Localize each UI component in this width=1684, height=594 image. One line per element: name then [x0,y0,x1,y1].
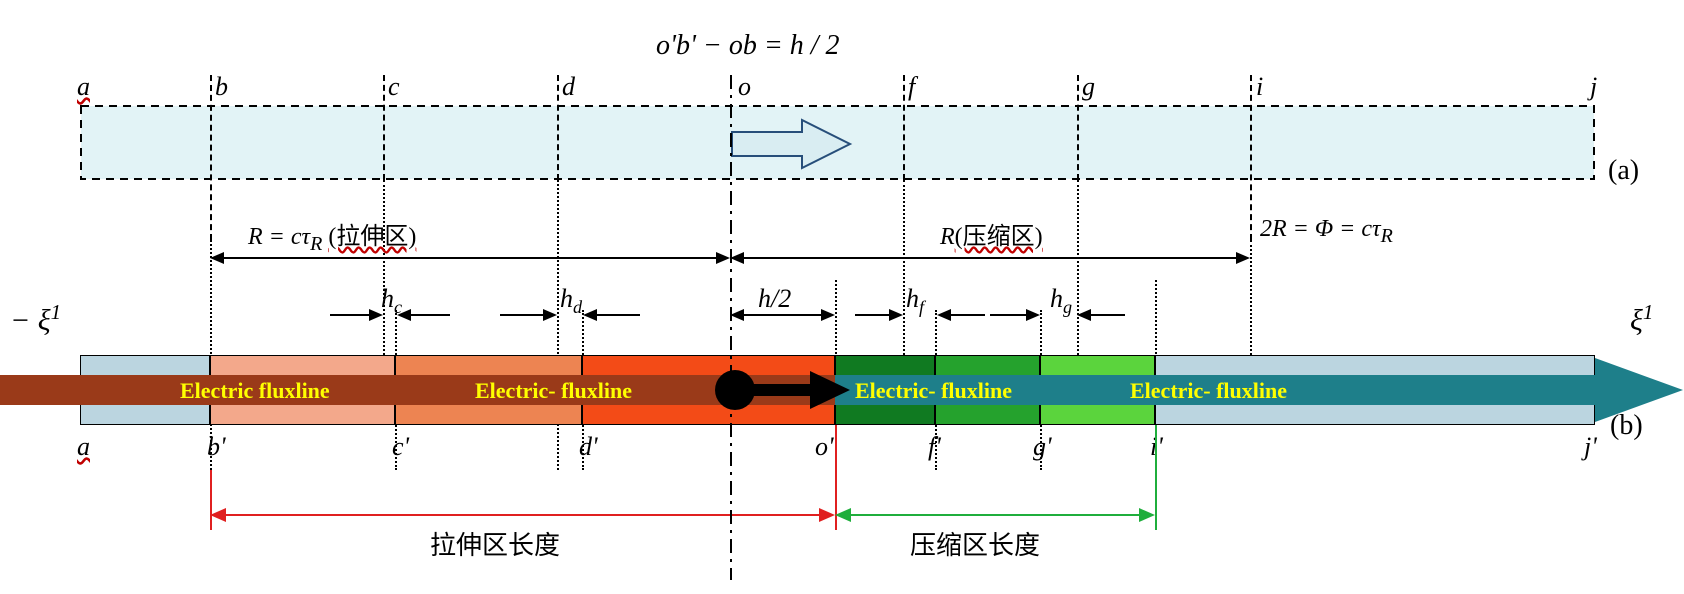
hhalf-label: h/2 [758,284,791,314]
R-2R-label: 2R = Φ = cτR [1260,216,1393,248]
R-left-label: R = cτR (拉伸区) [248,216,416,256]
label-b: b [215,72,228,102]
v-d-dot [557,180,559,470]
xi-left: − ξ1 [10,300,61,338]
label-i: i [1256,72,1263,102]
label-c: c [388,72,400,102]
v-i-dot [1250,240,1252,355]
hg-label: hg [1050,284,1072,318]
label-o: o [738,72,751,102]
v-f [903,75,905,180]
R-right-arrow [730,248,1250,268]
diagram-canvas: o'b' − ob = h / 2 a b c d o f g i j (a) … [0,0,1684,594]
hc-label: hc [381,284,402,318]
flux-text-1: Electric fluxline [180,378,330,404]
green-zone-label: 压缩区长度 [910,525,1040,562]
panel-a-label: (a) [1608,155,1639,187]
flux-band-left [0,375,835,405]
panel-b-label: (b) [1610,410,1643,442]
label-d: d [562,72,575,102]
particle-arrow-icon [715,365,855,415]
center-dashdot [729,75,733,580]
label-bp: b' [207,432,226,462]
equation-top: o'b' − ob = h / 2 [656,30,840,62]
v-b [210,75,212,240]
label-gp: g' [1033,432,1052,462]
green-vline-right [1155,425,1157,530]
label-a: a [77,72,90,102]
label-a2: a [77,432,90,462]
hf-label: hf [906,284,924,318]
v-i [1250,75,1252,240]
flux-text-4: Electric- fluxline [1130,378,1287,404]
label-dp: d' [579,432,598,462]
R-right-label: R(压缩区) [940,216,1043,251]
label-g: g [1082,72,1095,102]
label-op: o' [815,432,834,462]
label-jp: j' [1584,432,1597,462]
label-j: j [1590,72,1597,102]
green-zone-arrow [835,505,1155,525]
v-g [1077,75,1079,180]
xi-right: ξ1 [1630,300,1653,338]
label-cp: c' [392,432,409,462]
hd-label: hd [560,284,582,318]
v-c [383,75,385,180]
v-d [557,75,559,180]
red-zone-arrow [210,505,835,525]
flux-text-3: Electric- fluxline [855,378,1012,404]
flux-text-2: Electric- fluxline [475,378,632,404]
label-f: f [908,72,915,102]
label-fp: f' [928,432,941,462]
big-arrow-icon [732,120,852,168]
red-zone-label: 拉伸区长度 [430,525,560,562]
